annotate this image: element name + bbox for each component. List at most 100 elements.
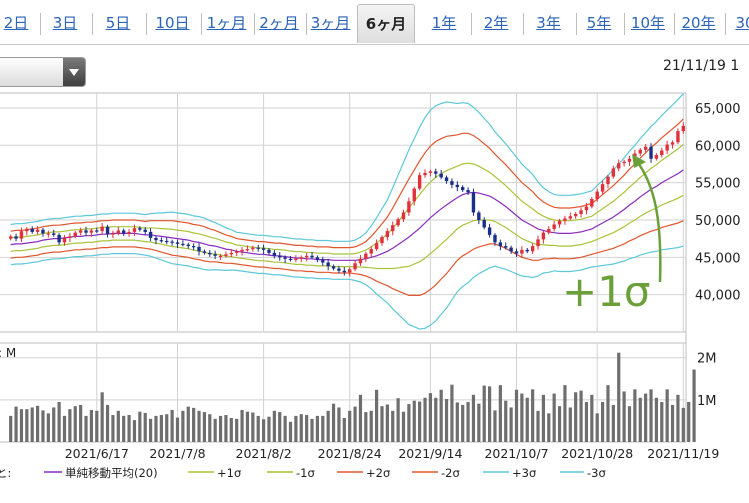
candle-body	[568, 216, 573, 219]
volume-bar	[380, 406, 384, 442]
tab-period-12[interactable]: 10年	[630, 14, 666, 32]
candle-body	[611, 168, 616, 177]
tab-period-0[interactable]: 2日	[3, 14, 29, 32]
price-tick-label: 40,000	[695, 289, 741, 304]
tab-period-9[interactable]: 2年	[483, 14, 509, 32]
candle-body	[132, 228, 137, 232]
volume-bar	[617, 352, 621, 442]
tab-period-8[interactable]: 1年	[431, 14, 457, 32]
candle-body	[148, 231, 153, 238]
volume-bar	[525, 397, 529, 442]
candle-body	[213, 254, 217, 256]
volume-bar	[342, 417, 346, 442]
candle-body	[68, 236, 72, 238]
volume-bar	[331, 403, 336, 442]
chart-legend: と: 単純移動平均(20) +1σ -1σ +2σ -2σ +3σ -3σ	[0, 466, 606, 480]
candle-body	[30, 228, 34, 232]
volume-bar	[79, 404, 83, 442]
candle-body	[579, 210, 583, 214]
volume-bar	[218, 415, 223, 442]
candle-body	[385, 231, 390, 238]
volume-bar	[165, 414, 169, 442]
volume-bar	[455, 402, 459, 442]
last-updated-date: 21/11/19 1	[663, 58, 740, 74]
tab-period-10[interactable]: 3年	[536, 14, 561, 32]
candle-body	[471, 192, 476, 213]
volume-bar	[25, 409, 29, 442]
plus-3-sigma-line	[10, 93, 684, 242]
candle-body	[251, 247, 255, 250]
volume-bar	[681, 407, 685, 442]
candle-body	[444, 177, 449, 182]
tab-separator	[92, 13, 93, 35]
legend-label: +3σ	[512, 466, 536, 480]
volume-bar	[482, 385, 486, 442]
volume-bar	[509, 407, 513, 442]
volume-bar	[57, 401, 61, 442]
candle-body	[267, 249, 271, 253]
chevron-down-icon[interactable]	[63, 58, 85, 86]
volume-bar	[590, 394, 594, 442]
arrow-head-icon	[632, 154, 646, 168]
volume-bar	[687, 401, 691, 442]
candle-body	[358, 258, 363, 264]
candle-body	[584, 206, 589, 211]
volume-bar	[649, 389, 653, 442]
tab-period-7[interactable]: 6ヶ月	[357, 4, 415, 43]
volume-bar	[95, 410, 99, 442]
candle-body	[89, 230, 94, 233]
tab-period-2[interactable]: 5日	[105, 14, 131, 32]
candle-body	[369, 249, 373, 254]
volume-bar	[385, 404, 389, 442]
volume-bars	[9, 352, 696, 442]
volume-bar	[213, 418, 217, 442]
price-tick-label: 45,000	[695, 251, 741, 266]
tab-period-6[interactable]: 3ヶ月	[310, 14, 351, 32]
volume-bar	[461, 404, 465, 442]
volume-bar	[288, 421, 293, 442]
volume-bar	[62, 415, 67, 442]
volume-tick-label: 1M	[697, 394, 717, 409]
candle-body	[477, 212, 481, 220]
candle-body	[337, 268, 341, 271]
minus-3-sigma-line	[10, 245, 684, 330]
tab-period-5[interactable]: 2ヶ月	[259, 14, 299, 32]
candle-body	[617, 163, 621, 169]
minus-2-sigma-line	[10, 220, 684, 296]
volume-bar	[611, 404, 615, 442]
tab-separator	[471, 13, 472, 35]
legend-prefix: と:	[0, 466, 11, 480]
candle-body	[62, 237, 67, 243]
volume-bar	[531, 389, 535, 442]
tab-period-11[interactable]: 5年	[586, 14, 612, 32]
volume-bar	[68, 409, 72, 442]
volume-bar	[584, 401, 589, 442]
chart-type-dropdown[interactable]	[0, 57, 86, 87]
volume-unit-label: : M	[0, 346, 16, 360]
volume-bar	[364, 412, 368, 442]
candle-body	[487, 227, 492, 235]
candle-body	[509, 247, 513, 252]
candle-body	[57, 234, 61, 243]
tab-period-3[interactable]: 10日	[155, 14, 190, 32]
volume-bar	[353, 406, 357, 442]
candle-body	[229, 252, 234, 255]
tab-period-4[interactable]: 1ヶ月	[206, 14, 247, 32]
tab-period-13[interactable]: 20年	[681, 14, 716, 32]
volume-bar	[310, 418, 314, 442]
tab-period-14[interactable]: 30	[735, 14, 749, 32]
tab-period-1[interactable]: 3日	[52, 14, 78, 32]
volume-bar	[670, 404, 675, 442]
candle-body	[552, 224, 556, 229]
candle-body	[466, 190, 470, 193]
volume-bar	[30, 407, 34, 442]
candle-body	[240, 249, 244, 252]
period-tabs: 2日 3日 5日 10日 1ヶ月 2ヶ月 3ヶ月 6ヶ月 1年 2年 3年 5年 10年 20年 30	[0, 0, 749, 45]
candle-body	[595, 191, 599, 200]
volume-bar	[154, 415, 158, 442]
volume-bar	[692, 369, 696, 442]
candle-body	[224, 254, 228, 256]
candle-body	[434, 171, 438, 174]
candle-body	[326, 262, 330, 267]
